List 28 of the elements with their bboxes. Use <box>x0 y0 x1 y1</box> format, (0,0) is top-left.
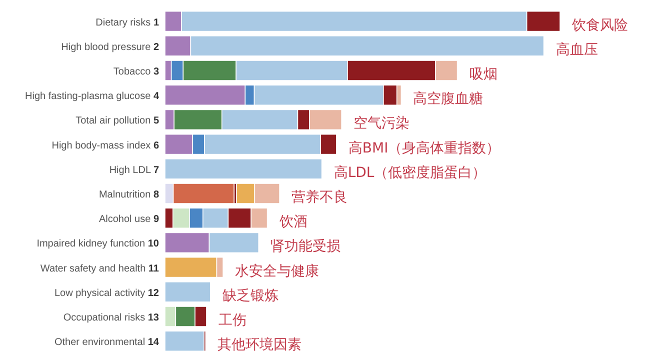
y-tick-label: Impaired kidney function 10 <box>36 238 160 250</box>
annotation: 吸烟 <box>469 66 498 82</box>
y-tick-label: Total air pollution 5 <box>76 116 160 127</box>
annotation: 工伤 <box>218 312 246 328</box>
annotation: 缺乏锻炼 <box>222 288 278 304</box>
y-tick-label: High fasting-plasma glucose 4 <box>25 91 160 102</box>
y-tick-label: High body-mass index 6 <box>52 140 160 152</box>
annotation: 饮酒 <box>278 214 308 230</box>
annotation: 高LDL（低密度脂蛋白） <box>334 164 486 181</box>
annotation: 水安全与健康 <box>235 263 320 280</box>
annotation: 其他环境因素 <box>218 337 302 354</box>
annotation: 高血压 <box>556 42 598 58</box>
annotation: 肾功能受损 <box>270 238 341 255</box>
annotation: 高BMI（身高体重指数） <box>348 140 500 156</box>
y-tick-label: Water safety and health 11 <box>40 263 160 274</box>
annotation: 营养不良 <box>292 190 348 206</box>
annotation: 饮食风险 <box>571 17 628 34</box>
annotation: 空气污染 <box>354 116 410 132</box>
y-tick-label: High blood pressure 2 <box>61 42 160 53</box>
y-tick-label: Tobacco 3 <box>113 66 160 78</box>
y-tick-label: Malnutrition 8 <box>98 190 160 200</box>
y-tick-label: Other environmental 14 <box>54 337 160 348</box>
annotation: 高空腹血糖 <box>413 91 484 108</box>
y-tick-label: High LDL 7 <box>109 164 160 176</box>
y-tick-label: Occupational risks 13 <box>63 312 160 324</box>
y-tick-label: Low physical activity 12 <box>54 288 160 299</box>
y-tick-label: Alcohol use 9 <box>98 214 160 226</box>
y-tick-label: Dietary risks 1 <box>96 17 160 28</box>
